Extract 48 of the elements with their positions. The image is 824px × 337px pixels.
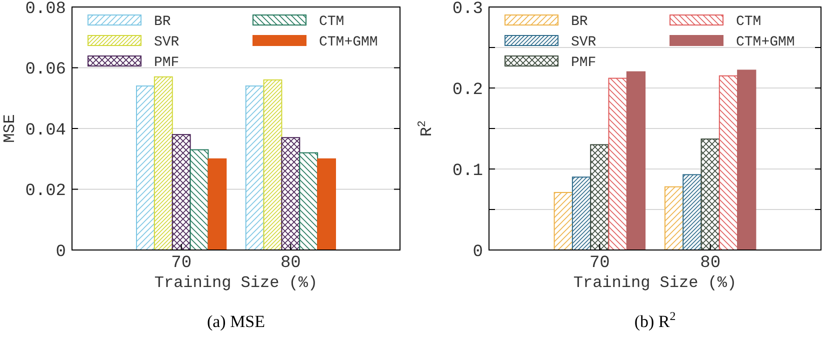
bar xyxy=(281,137,300,250)
bar xyxy=(718,75,738,250)
x-tick-label: 70 xyxy=(171,254,192,273)
bar xyxy=(317,158,336,250)
bar xyxy=(263,79,282,250)
bar xyxy=(136,85,155,250)
bar xyxy=(572,176,592,250)
bar xyxy=(700,138,720,250)
legend-label: PMF xyxy=(154,54,180,71)
bar xyxy=(245,85,264,250)
bar xyxy=(208,158,227,250)
y-tick-label: 0 xyxy=(472,242,483,262)
bar xyxy=(590,144,610,250)
y-tick-label: 0.1 xyxy=(452,162,483,181)
bar xyxy=(682,174,702,250)
y-tick-label: 0.08 xyxy=(25,0,66,19)
legend-label: CTM xyxy=(319,14,344,30)
bar xyxy=(626,71,646,250)
x-axis-title: Training Size (%) xyxy=(573,274,737,292)
y-axis-title: MSE xyxy=(1,114,19,143)
x-tick-label: 80 xyxy=(280,254,301,273)
bar xyxy=(299,152,318,250)
legend-label: SVR xyxy=(571,34,597,50)
text: (b) R$^{2}$ xyxy=(634,309,676,331)
legend-label: PMF xyxy=(571,54,596,71)
y-tick-label: 0.2 xyxy=(452,80,483,100)
bar xyxy=(554,192,573,250)
x-tick-label: 70 xyxy=(589,254,610,273)
legend-label: BR xyxy=(154,14,172,30)
bar xyxy=(737,70,756,250)
bar xyxy=(608,78,628,250)
y-tick-label: 0.02 xyxy=(25,182,66,202)
legend-label: CTM+GMM xyxy=(319,34,378,50)
legend-label: CTM+GMM xyxy=(736,34,795,50)
text: (a) MSE xyxy=(206,312,266,331)
y-tick-label: 0.3 xyxy=(452,0,483,19)
legend-label: SVR xyxy=(154,34,180,50)
y-tick-label: 0 xyxy=(56,242,66,262)
bar xyxy=(172,134,191,250)
legend-label: CTM xyxy=(736,14,762,30)
x-axis-title: Training Size (%) xyxy=(154,274,318,292)
bar xyxy=(154,76,173,250)
bar xyxy=(190,149,209,250)
legend-label: BR xyxy=(571,14,588,30)
y-tick-label: 0.04 xyxy=(25,121,66,140)
y-tick-label: 0.06 xyxy=(25,60,66,80)
x-tick-label: 80 xyxy=(700,254,721,273)
bar xyxy=(664,186,684,250)
